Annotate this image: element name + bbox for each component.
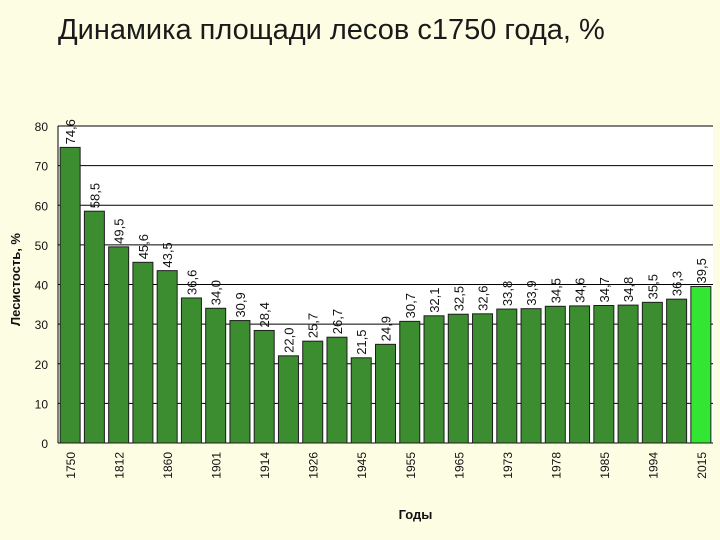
x-tick-label: 1955 (404, 452, 418, 479)
bar (59, 146, 81, 444)
bar (472, 313, 494, 444)
data-label: 34,7 (597, 277, 612, 302)
bar (253, 329, 275, 444)
bar (617, 304, 639, 444)
bar (132, 261, 154, 444)
data-label: 34,6 (573, 278, 588, 303)
y-tick-label: 60 (35, 199, 49, 213)
bar (375, 343, 396, 444)
y-tick-label: 10 (35, 397, 49, 411)
bar (302, 340, 324, 444)
bar (641, 301, 663, 444)
data-label: 35,5 (645, 274, 660, 299)
data-label: 30,9 (233, 292, 248, 317)
x-tick-label: 1750 (64, 452, 78, 479)
data-label: 58,5 (87, 183, 102, 208)
bar (496, 308, 518, 444)
bar (569, 305, 591, 444)
bar (423, 315, 445, 444)
bar (277, 355, 299, 444)
bars (59, 146, 712, 444)
y-tick-label: 80 (35, 120, 49, 134)
bar (666, 298, 688, 444)
data-label: 21,5 (354, 329, 369, 354)
data-label: 32,1 (427, 287, 442, 312)
y-tick-label: 0 (41, 437, 48, 451)
bar (520, 308, 542, 444)
data-label: 49,5 (112, 219, 127, 244)
bar (593, 305, 615, 444)
bar (447, 313, 469, 444)
data-label: 36,3 (670, 271, 685, 296)
data-label: 26,7 (330, 309, 345, 334)
data-label: 34,8 (621, 277, 636, 302)
bar (399, 320, 421, 444)
data-label: 33,8 (500, 281, 515, 306)
x-tick-label: 1812 (113, 452, 127, 479)
bar (205, 307, 227, 444)
bar (156, 270, 178, 444)
bar (544, 305, 566, 444)
bar (690, 285, 712, 444)
data-label: 24,9 (379, 316, 394, 341)
bar (229, 320, 251, 444)
data-label: 36,6 (184, 270, 199, 295)
x-tick-label: 1978 (549, 452, 563, 479)
bar (350, 357, 372, 444)
y-tick-label: 70 (35, 160, 49, 174)
data-label: 45,6 (136, 234, 151, 259)
data-label: 39,5 (694, 258, 709, 283)
data-label: 22,0 (281, 328, 296, 353)
data-label: 74,6 (63, 119, 78, 144)
x-tick-label: 1965 (452, 452, 466, 479)
bar (83, 210, 105, 444)
y-tick-label: 30 (35, 318, 49, 332)
bar (180, 297, 202, 444)
x-tick-label: 2015 (695, 452, 709, 479)
data-label: 30,7 (403, 293, 418, 318)
y-tick-label: 20 (35, 358, 49, 372)
x-tick-label: 1945 (355, 452, 369, 479)
x-tick-label: 1901 (210, 452, 224, 479)
data-label: 32,6 (476, 286, 491, 311)
x-tick-label: 1985 (598, 452, 612, 479)
page-title: Динамика площади лесов с1750 года, % (58, 14, 605, 46)
x-tick-label: 1926 (307, 452, 321, 479)
data-label: 34,5 (548, 278, 563, 303)
data-label: 33,9 (524, 280, 539, 305)
data-label: 34,0 (209, 280, 224, 305)
x-tick-label: 1914 (258, 452, 272, 479)
data-label: 25,7 (306, 313, 321, 338)
data-label: 32,5 (451, 286, 466, 311)
data-label: 28,4 (257, 302, 272, 327)
y-axis-title: Лесистость, % (8, 233, 23, 326)
x-tick-label: 1973 (501, 452, 515, 479)
x-tick-label: 1860 (161, 452, 175, 479)
x-tick-label: 1994 (646, 452, 660, 479)
x-axis-title: Годы (399, 507, 433, 522)
bar (108, 246, 130, 444)
data-labels: 74,6 58,5 49,5 45,6 43,5 36,6 34,0 30,9 28,4 22,0… (63, 119, 709, 355)
data-label: 43,5 (160, 242, 175, 267)
y-tick-label: 40 (35, 279, 49, 293)
y-tick-label: 50 (35, 239, 49, 253)
bar (326, 336, 348, 444)
